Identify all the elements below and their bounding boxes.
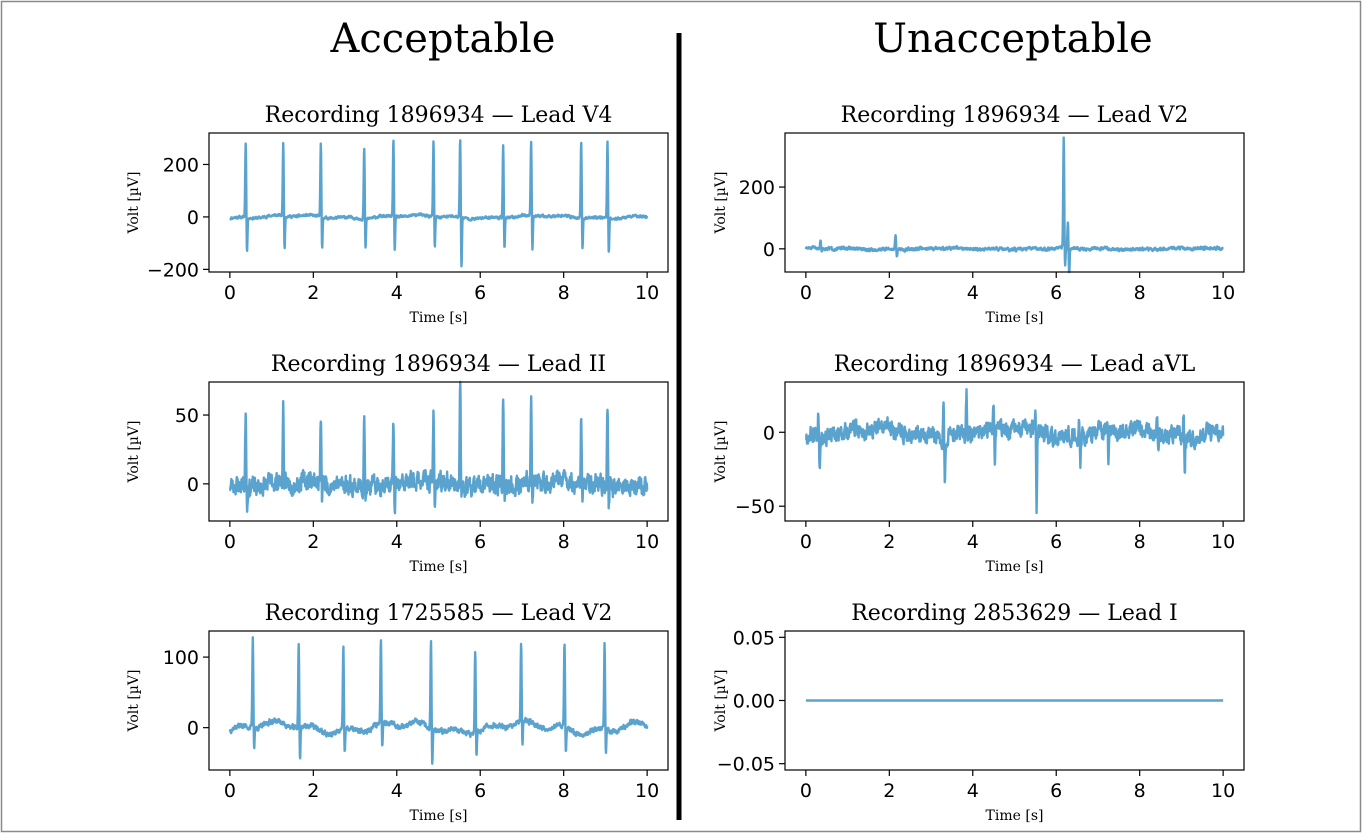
y-tick-label: 0 — [187, 718, 199, 740]
x-tick-label: 6 — [474, 531, 486, 553]
x-axis-label: Time [s] — [986, 559, 1044, 575]
x-tick-label: 4 — [967, 282, 979, 304]
x-tick-label: 10 — [1211, 282, 1235, 304]
x-tick-label: 2 — [307, 531, 319, 553]
ecg-panel-4: Recording 1896934 — Lead V2 0 2 4 6 8 10 0 200 Ti… — [713, 103, 1245, 326]
panel-title: Recording 1725585 — Lead V2 — [265, 601, 613, 626]
y-tick-label: 0 — [763, 239, 775, 261]
x-tick-label: 0 — [800, 780, 812, 802]
x-tick-label: 6 — [474, 780, 486, 802]
ecg-panel-1: Recording 1896934 — Lead V4 0 2 4 6 8 10 −200 0 2… — [126, 103, 669, 326]
right-column-heading: Unacceptable — [873, 16, 1152, 62]
axes-frame — [208, 630, 669, 771]
x-tick-label: 8 — [1134, 780, 1146, 802]
y-axis-label: Volt [µV] — [126, 172, 142, 235]
axes-frame — [784, 381, 1245, 522]
ecg-signal-line — [228, 139, 649, 268]
y-tick-label: 0 — [187, 207, 199, 229]
y-tick-label: 0.00 — [733, 691, 775, 713]
x-tick-label: 4 — [391, 780, 403, 802]
axes-frame — [208, 381, 669, 522]
x-tick-label: 0 — [800, 531, 812, 553]
y-axis-label: Volt [µV] — [713, 670, 729, 733]
panel-title: Recording 1896934 — Lead II — [271, 352, 606, 377]
y-tick-label: 0 — [763, 422, 775, 444]
x-axis-label: Time [s] — [410, 310, 468, 326]
panel-title: Recording 1896934 — Lead aVL — [834, 352, 1196, 377]
left-column-heading: Acceptable — [330, 16, 556, 62]
y-axis-label: Volt [µV] — [126, 421, 142, 484]
x-tick-label: 10 — [635, 780, 659, 802]
x-tick-label: 6 — [474, 282, 486, 304]
ecg-panel-2: Recording 1896934 — Lead II 0 2 4 6 8 10 0 50 Tim… — [126, 352, 669, 575]
x-axis-label: Time [s] — [410, 808, 468, 824]
x-tick-label: 2 — [883, 282, 895, 304]
y-tick-label: 100 — [163, 647, 199, 669]
y-axis-label: Volt [µV] — [713, 421, 729, 484]
x-tick-label: 10 — [635, 531, 659, 553]
x-tick-label: 6 — [1050, 780, 1062, 802]
panel-title: Recording 2853629 — Lead I — [851, 601, 1178, 626]
x-tick-label: 0 — [224, 282, 236, 304]
x-tick-label: 2 — [883, 780, 895, 802]
panel-title: Recording 1896934 — Lead V2 — [841, 103, 1189, 128]
x-tick-label: 4 — [967, 531, 979, 553]
x-axis-label: Time [s] — [986, 310, 1044, 326]
x-tick-label: 10 — [1211, 531, 1235, 553]
x-axis-label: Time [s] — [986, 808, 1044, 824]
x-tick-label: 4 — [391, 531, 403, 553]
x-tick-label: 8 — [558, 531, 570, 553]
ecg-panel-5: Recording 1896934 — Lead aVL 0 2 4 6 8 10 −50 0 T… — [713, 352, 1245, 575]
x-tick-label: 2 — [307, 282, 319, 304]
y-tick-label: 200 — [163, 154, 199, 176]
axes-frame — [784, 132, 1245, 273]
x-tick-label: 0 — [224, 780, 236, 802]
x-tick-label: 8 — [558, 780, 570, 802]
x-tick-label: 6 — [1050, 282, 1062, 304]
x-tick-label: 8 — [1134, 531, 1146, 553]
x-axis-label: Time [s] — [410, 559, 468, 575]
x-tick-label: 8 — [558, 282, 570, 304]
ecg-panel-3: Recording 1725585 — Lead V20 2 4 6 8 100100Ti… — [126, 601, 669, 824]
x-tick-label: 10 — [1211, 780, 1235, 802]
x-tick-label: 4 — [391, 282, 403, 304]
x-tick-label: 2 — [307, 780, 319, 802]
ecg-panel-6: Recording 2853629 — Lead I 0 2 4 6 8 10 −0.05 0.… — [713, 601, 1245, 824]
x-tick-label: 10 — [635, 282, 659, 304]
ecg-signal-line — [228, 636, 649, 765]
x-tick-label: 8 — [1134, 282, 1146, 304]
y-axis-label: Volt [µV] — [713, 172, 729, 235]
y-tick-label: −0.05 — [717, 754, 775, 776]
ecg-signal-line — [804, 387, 1225, 515]
ecg-signal-line — [804, 136, 1225, 274]
y-tick-label: 50 — [175, 405, 199, 427]
x-tick-label: 4 — [967, 780, 979, 802]
ecg-signal-line — [228, 380, 649, 515]
y-tick-label: 0.05 — [733, 627, 775, 649]
y-axis-label: Volt [µV] — [126, 670, 142, 733]
x-tick-label: 6 — [1050, 531, 1062, 553]
y-tick-label: 200 — [739, 177, 775, 199]
y-tick-label: −200 — [147, 259, 199, 281]
panel-title: Recording 1896934 — Lead V4 — [265, 103, 613, 128]
axes-frame — [208, 132, 669, 273]
x-tick-label: 2 — [883, 531, 895, 553]
x-tick-label: 0 — [224, 531, 236, 553]
y-tick-label: −50 — [735, 496, 775, 518]
y-tick-label: 0 — [187, 474, 199, 496]
x-tick-label: 0 — [800, 282, 812, 304]
ecg-panels: Recording 1896934 — Lead V4 0 2 4 6 8 10 −200 0 2… — [126, 103, 1245, 824]
